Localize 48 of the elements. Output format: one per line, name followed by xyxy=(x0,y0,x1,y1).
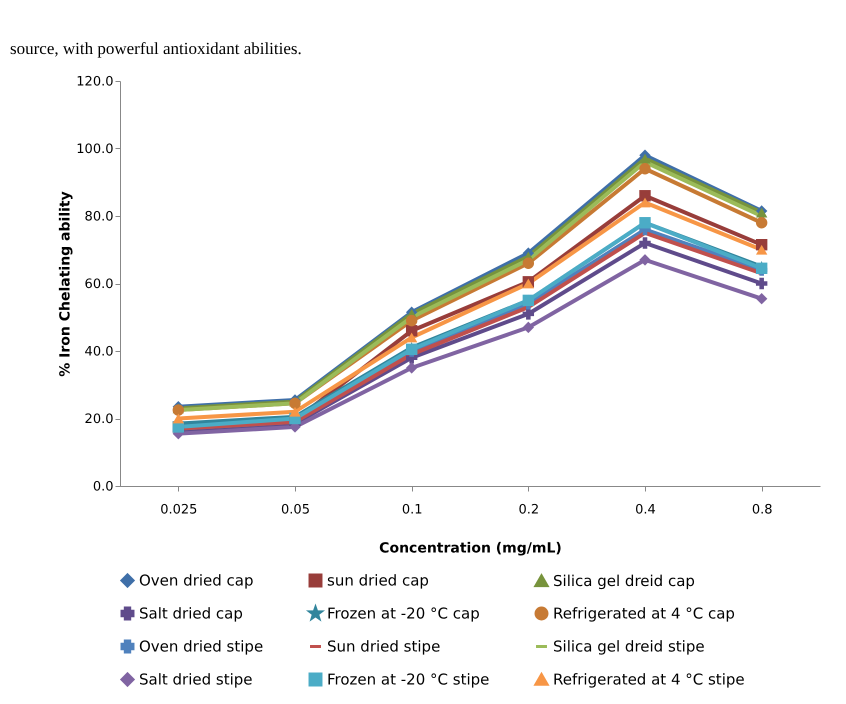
legend-label: Silica gel dreid cap xyxy=(553,572,695,590)
legend-label: Sun dried stipe xyxy=(327,638,440,656)
legend-label: Refrigerated at 4 °C stipe xyxy=(553,670,745,688)
legend-label: Oven dried stipe xyxy=(139,638,264,656)
legend-label: Oven dried cap xyxy=(139,572,254,590)
point xyxy=(756,244,768,255)
point xyxy=(522,278,534,288)
y-tick-label: 40.0 xyxy=(84,344,114,360)
legend-label: Salt dried stipe xyxy=(139,670,253,688)
legend-label: Frozen at -20 °C stipe xyxy=(327,670,490,688)
point xyxy=(522,308,534,320)
point xyxy=(756,208,768,218)
legend-label: Salt dried cap xyxy=(139,604,243,622)
point xyxy=(639,154,651,164)
y-tick-label: 120.0 xyxy=(76,74,114,90)
point xyxy=(406,325,418,336)
y-tick-label: 80.0 xyxy=(84,210,114,224)
point xyxy=(639,254,651,266)
point xyxy=(639,237,651,249)
x-tick-label: 0.05 xyxy=(281,502,310,518)
legend-label: Silica gel dreid stipe xyxy=(553,638,705,656)
y-tick-label: 60.0 xyxy=(84,277,114,292)
point xyxy=(406,362,418,374)
y-tick-label: 20.0 xyxy=(84,412,114,427)
x-tick-label: 0.1 xyxy=(402,502,423,518)
point xyxy=(522,258,534,269)
x-tick-label: 0.025 xyxy=(160,502,198,518)
x-tick-label: 0.8 xyxy=(752,502,773,518)
y-axis-title: % Iron Chelating ability xyxy=(57,191,74,377)
point xyxy=(756,292,768,304)
x-tick-label: 0.2 xyxy=(518,502,540,518)
legend-label: sun dried cap xyxy=(327,572,429,590)
point xyxy=(289,406,301,417)
point xyxy=(406,314,418,326)
x-tick-label: 0.4 xyxy=(635,502,656,518)
point xyxy=(172,404,184,416)
x-axis-title: Concentration (mg/mL) xyxy=(379,540,562,556)
point xyxy=(639,163,651,174)
legend-label: Refrigerated at 4 °C cap xyxy=(553,604,735,622)
point xyxy=(172,414,184,424)
point xyxy=(756,278,768,290)
point xyxy=(756,217,768,228)
source-note: source, with powerful antioxidant abilities. xyxy=(10,39,302,58)
y-tick-label: 0.0 xyxy=(92,480,114,494)
y-tick-label: 100.0 xyxy=(76,142,114,157)
legend-label: Frozen at -20 °C cap xyxy=(327,604,480,622)
point xyxy=(639,190,651,202)
point xyxy=(522,322,534,334)
